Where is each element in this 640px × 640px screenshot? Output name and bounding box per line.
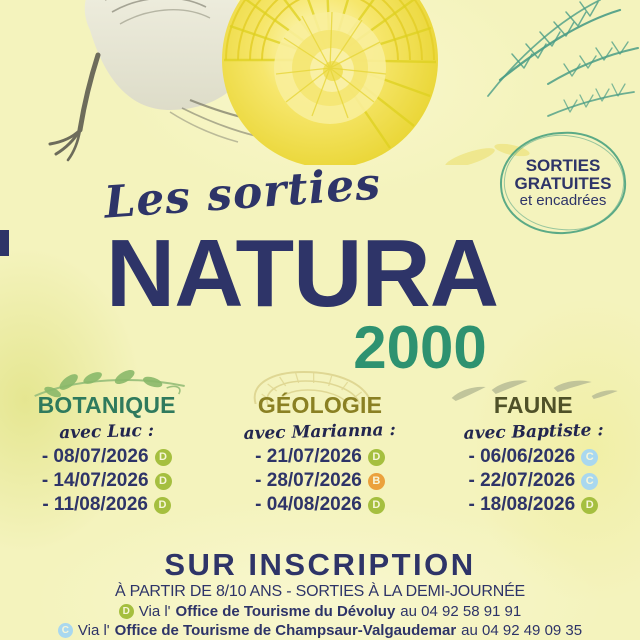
list-item[interactable]: - 18/08/2026 D	[427, 494, 640, 516]
office-pill: D	[154, 448, 172, 466]
date-text: - 06/06/2026	[468, 446, 576, 467]
date-text: - 28/07/2026	[255, 470, 362, 491]
date-text: - 11/08/2026	[42, 494, 148, 515]
left-edge-accent	[0, 230, 9, 256]
contact-office-name: Office de Tourisme de Champsaur-Valgaude…	[114, 622, 457, 639]
illustration-svg	[48, 0, 639, 165]
ammonite-illustration-icon	[222, 0, 438, 165]
office-pill: C	[57, 623, 73, 638]
leaf-fragments-icon	[445, 143, 530, 165]
column-title-faune: FAUNE	[493, 392, 573, 418]
date-list-geologie: - 21/07/2026 D - 28/07/2026 B - 04/08/20…	[213, 446, 426, 516]
badge-line-2: GRATUITES	[514, 173, 612, 193]
list-item[interactable]: - 08/07/2026 D	[0, 446, 213, 468]
list-item[interactable]: - 06/06/2026 C	[427, 446, 640, 468]
registration-subtitle: À PARTIR DE 8/10 ANS - SORTIES À LA DEMI…	[114, 583, 526, 600]
contact-phone: au 04 92 49 09 35	[461, 622, 583, 639]
list-item[interactable]: - 11/08/2026 D	[0, 494, 213, 516]
list-item[interactable]: - 21/07/2026 D	[213, 446, 426, 468]
list-item[interactable]: - 14/07/2026 D	[0, 470, 213, 492]
date-text: - 08/07/2026	[41, 446, 149, 467]
column-title-botanique: BOTANIQUE	[37, 392, 176, 418]
date-text: - 18/08/2026	[468, 494, 576, 515]
page-title: NATURA	[105, 220, 499, 327]
office-pill: D	[118, 604, 134, 619]
office-pill: D	[367, 496, 385, 514]
page-title-year: 2000	[353, 314, 487, 381]
status-badge-free-outings: SORTIES GRATUITES et encadrées	[497, 128, 629, 238]
office-pill: C	[581, 472, 599, 490]
list-item[interactable]: - 22/07/2026 C	[427, 470, 640, 492]
contact-prefix: Via l'	[77, 622, 110, 639]
column-guide-faune: avec Baptiste :	[463, 420, 604, 444]
office-pill: D	[154, 472, 172, 490]
contact-row-devoluy[interactable]: D Via l' Office de Tourisme du Dévoluy a…	[0, 602, 640, 621]
office-pill: C	[581, 448, 599, 466]
script-title: Les sorties	[102, 158, 383, 229]
contact-phone: au 04 92 58 91 91	[400, 603, 522, 620]
contact-row-champsaur[interactable]: C Via l' Office de Tourisme de Champsaur…	[0, 621, 640, 640]
registration-heading: SUR INSCRIPTION	[164, 547, 476, 582]
badge-line-1: SORTIES	[525, 155, 601, 175]
date-text: - 04/08/2026	[255, 494, 362, 515]
date-list-botanique: - 08/07/2026 D - 14/07/2026 D - 11/08/20…	[0, 446, 213, 516]
bird-illustration-icon	[48, 0, 266, 162]
office-pill: D	[367, 448, 385, 466]
date-list-faune: - 06/06/2026 C - 22/07/2026 C - 18/08/20…	[427, 446, 640, 516]
column-guide-geologie: avec Marianna :	[243, 420, 397, 444]
contact-office-name: Office de Tourisme du Dévoluy	[175, 603, 396, 620]
column-title-geologie: GÉOLOGIE	[257, 392, 383, 418]
contact-prefix: Via l'	[138, 603, 171, 620]
list-item[interactable]: - 04/08/2026 D	[213, 494, 426, 516]
outings-columns: BOTANIQUE avec Luc : - 08/07/2026 D - 14…	[0, 370, 640, 518]
badge-line-3: et encadrées	[519, 192, 607, 210]
registration-section: SUR INSCRIPTION À PARTIR DE 8/10 ANS - S…	[0, 548, 640, 640]
column-guide-botanique: avec Luc :	[58, 420, 155, 444]
date-text: - 14/07/2026	[41, 470, 149, 491]
office-pill: D	[153, 496, 171, 514]
column-geologie: GÉOLOGIE avec Marianna : - 21/07/2026 D …	[213, 370, 426, 518]
date-text: - 21/07/2026	[255, 446, 362, 467]
office-pill: B	[367, 472, 385, 490]
column-faune: FAUNE avec Baptiste : - 06/06/2026 C - 2…	[427, 380, 640, 518]
fern-illustration-icon	[487, 0, 639, 117]
list-item[interactable]: - 28/07/2026 B	[213, 470, 426, 492]
header-illustration	[0, 0, 640, 165]
column-botanique: BOTANIQUE avec Luc : - 08/07/2026 D - 14…	[0, 370, 213, 518]
date-text: - 22/07/2026	[468, 470, 576, 491]
office-pill: D	[581, 496, 599, 514]
